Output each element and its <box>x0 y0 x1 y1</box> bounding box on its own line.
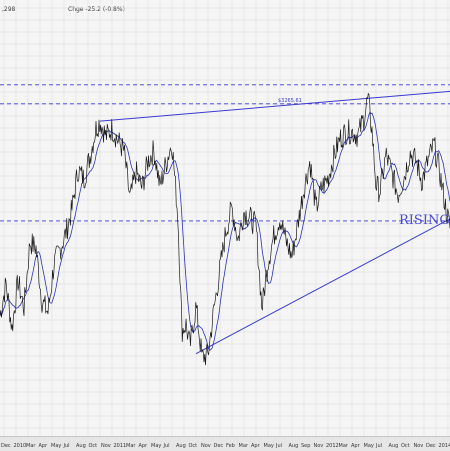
x-tick-label: 2012 <box>326 443 339 449</box>
x-tick-label: Jul <box>163 443 170 449</box>
x-tick-label: Nov <box>101 443 111 449</box>
x-tick-label: Mar <box>126 443 136 449</box>
x-tick-label: Apr <box>351 443 361 449</box>
x-tick-label: Aug <box>389 443 399 449</box>
x-tick-label: Dec <box>214 443 224 449</box>
x-tick-label: Oct <box>401 443 410 449</box>
x-tick-label: Jul <box>275 443 282 449</box>
x-tick-label: Mar <box>239 443 249 449</box>
x-tick-label: Apr <box>251 443 261 449</box>
x-tick-label: Aug <box>176 443 186 449</box>
reference-label: $3265.61 <box>278 98 302 104</box>
trendlines <box>100 91 450 353</box>
x-tick-label: 2010 <box>14 443 27 449</box>
x-tick-label: Sep <box>301 443 310 449</box>
reference-lines <box>0 85 450 221</box>
annotation-text: RISING W <box>399 213 450 228</box>
x-tick-label: Aug <box>76 443 86 449</box>
x-tick-label: Oct <box>89 443 98 449</box>
x-tick-label: Dec <box>426 443 436 449</box>
x-tick-label: May <box>264 443 274 449</box>
x-tick-label: Mar <box>339 443 349 449</box>
x-tick-label: Nov <box>201 443 211 449</box>
x-tick-label: Nov <box>314 443 324 449</box>
price-line <box>0 94 450 366</box>
price-layer <box>0 94 450 366</box>
x-tick-label: 2014 <box>439 443 450 449</box>
x-tick-label: Aug <box>289 443 299 449</box>
x-tick-label: May <box>151 443 161 449</box>
x-tick-label: Feb <box>226 443 235 449</box>
x-tick-label: 2011 <box>114 443 127 449</box>
x-tick-label: Oct <box>189 443 198 449</box>
upper-trendline <box>100 91 450 121</box>
x-tick-label: Mar <box>26 443 36 449</box>
x-tick-label: Nov <box>414 443 424 449</box>
x-tick-label: Apr <box>39 443 49 449</box>
x-tick-label: Apr <box>139 443 149 449</box>
x-tick-label: Jul <box>63 443 70 449</box>
x-tick-label: May <box>51 443 61 449</box>
grid <box>0 0 450 436</box>
x-tick-label: May <box>364 443 374 449</box>
x-tick-label: Dec <box>1 443 11 449</box>
x-tick-label: Jul <box>375 443 382 449</box>
